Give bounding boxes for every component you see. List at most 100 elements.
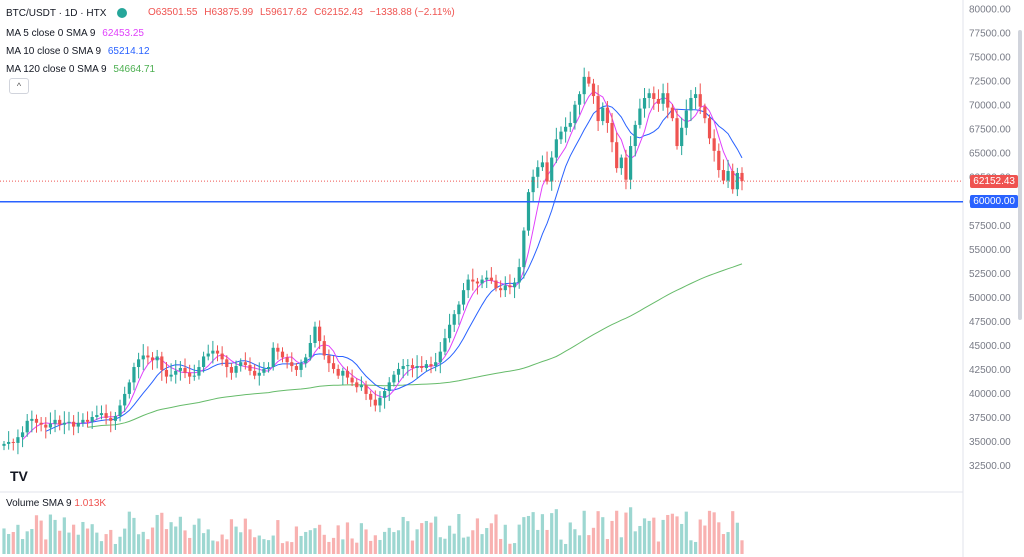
volume-bar xyxy=(197,518,201,554)
volume-bar xyxy=(494,514,498,554)
volume-bar xyxy=(387,527,391,554)
candle-body xyxy=(392,374,396,383)
y-tick-label: 55000.00 xyxy=(969,245,1011,256)
candle-body xyxy=(610,122,614,143)
candle-body xyxy=(675,118,679,147)
ohlc-close: C62152.43 xyxy=(314,7,363,18)
volume-bar xyxy=(30,529,34,554)
candle-body xyxy=(25,420,29,433)
volume-bar xyxy=(740,540,744,554)
volume-bar xyxy=(211,540,215,554)
volume-bar xyxy=(670,513,674,554)
volume-bar xyxy=(141,531,145,554)
candle-body xyxy=(512,282,517,288)
candle-body xyxy=(81,419,85,423)
candle-body xyxy=(434,362,438,367)
volume-bar xyxy=(85,528,90,554)
candle-body xyxy=(169,374,173,377)
candle-body xyxy=(582,76,586,95)
candle-body xyxy=(280,351,285,358)
indicator-label: MA 5 close 0 SMA 9 xyxy=(6,28,96,39)
volume-bar xyxy=(243,518,247,554)
candle-body xyxy=(568,122,572,127)
candle-body xyxy=(503,285,507,291)
volume-legend[interactable]: Volume SMA 9 1.013K xyxy=(6,498,106,509)
volume-bar xyxy=(652,517,656,554)
volume-bar xyxy=(721,534,726,554)
indicator-ma5[interactable]: MA 5 close 0 SMA 9 62453.25 xyxy=(6,28,148,40)
candle-body xyxy=(735,172,739,190)
candle-body xyxy=(471,279,475,282)
candle-body xyxy=(253,370,257,376)
tradingview-logo[interactable]: TV xyxy=(10,468,28,484)
volume-bar xyxy=(536,529,540,554)
candle-body xyxy=(11,441,15,443)
volume-bar xyxy=(183,530,187,554)
volume-bar xyxy=(192,524,196,554)
candle-body xyxy=(211,350,215,354)
candle-body xyxy=(656,98,661,104)
candle-body xyxy=(127,382,131,394)
y-tick-label: 70000.00 xyxy=(969,101,1011,112)
candle-body xyxy=(573,104,577,123)
candle-body xyxy=(257,372,261,376)
ma5-line xyxy=(22,90,743,441)
volume-bars xyxy=(2,507,744,554)
candle-body xyxy=(44,424,48,428)
candle-body xyxy=(642,98,647,109)
volume-bar xyxy=(401,516,405,554)
y-tick-label: 45000.00 xyxy=(969,341,1011,352)
candle-body xyxy=(294,366,299,370)
indicator-ma10[interactable]: MA 10 close 0 SMA 9 65214.12 xyxy=(6,46,154,58)
candle-body xyxy=(160,356,164,370)
volume-bar xyxy=(327,541,331,554)
candle-body xyxy=(137,359,141,368)
volume-bar xyxy=(480,534,484,554)
volume-bar xyxy=(341,539,345,554)
volume-bar xyxy=(67,532,71,554)
volume-bar xyxy=(220,534,224,554)
indicator-ma120[interactable]: MA 120 close 0 SMA 9 54664.71 xyxy=(6,64,159,76)
candle-body xyxy=(178,367,182,371)
candle-body xyxy=(591,83,596,97)
volume-bar xyxy=(350,538,354,554)
volume-bar xyxy=(680,523,684,554)
volume-bar xyxy=(707,510,712,554)
volume-bar xyxy=(118,536,122,554)
candle-body xyxy=(341,370,345,376)
volume-bar xyxy=(248,529,252,554)
candle-body xyxy=(526,192,531,231)
candle-body xyxy=(619,157,623,169)
candle-body xyxy=(141,355,145,360)
candle-body xyxy=(304,357,308,364)
candle-body xyxy=(698,94,702,107)
symbol-title[interactable]: BTC/USDT · 1D · HTX xyxy=(6,8,107,19)
volume-bar xyxy=(285,541,289,554)
volume-bar xyxy=(81,521,85,554)
volume-bar xyxy=(550,513,554,554)
candle-body xyxy=(76,422,80,427)
volume-bar xyxy=(661,519,665,554)
candle-body xyxy=(30,418,34,421)
volume-bar xyxy=(675,516,679,554)
candle-body xyxy=(118,405,122,417)
volume-bar xyxy=(25,531,29,554)
candle-body xyxy=(7,441,11,444)
candle-body xyxy=(712,138,716,151)
volume-bar xyxy=(229,519,234,554)
volume-bar xyxy=(146,539,150,554)
symbol-legend[interactable]: BTC/USDT · 1D · HTX xyxy=(6,8,131,20)
candle-body xyxy=(438,351,442,363)
volume-bar xyxy=(155,514,159,554)
volume-bar xyxy=(53,519,57,554)
candle-body xyxy=(415,366,419,368)
ma120-line xyxy=(87,263,743,428)
market-status-dot xyxy=(117,8,128,19)
candle-body xyxy=(670,107,674,119)
volume-bar xyxy=(591,527,596,554)
collapse-indicators-button[interactable]: ^ xyxy=(9,78,29,94)
volume-bar xyxy=(596,511,600,554)
volume-bar xyxy=(355,542,359,554)
volume-bar xyxy=(137,534,141,554)
